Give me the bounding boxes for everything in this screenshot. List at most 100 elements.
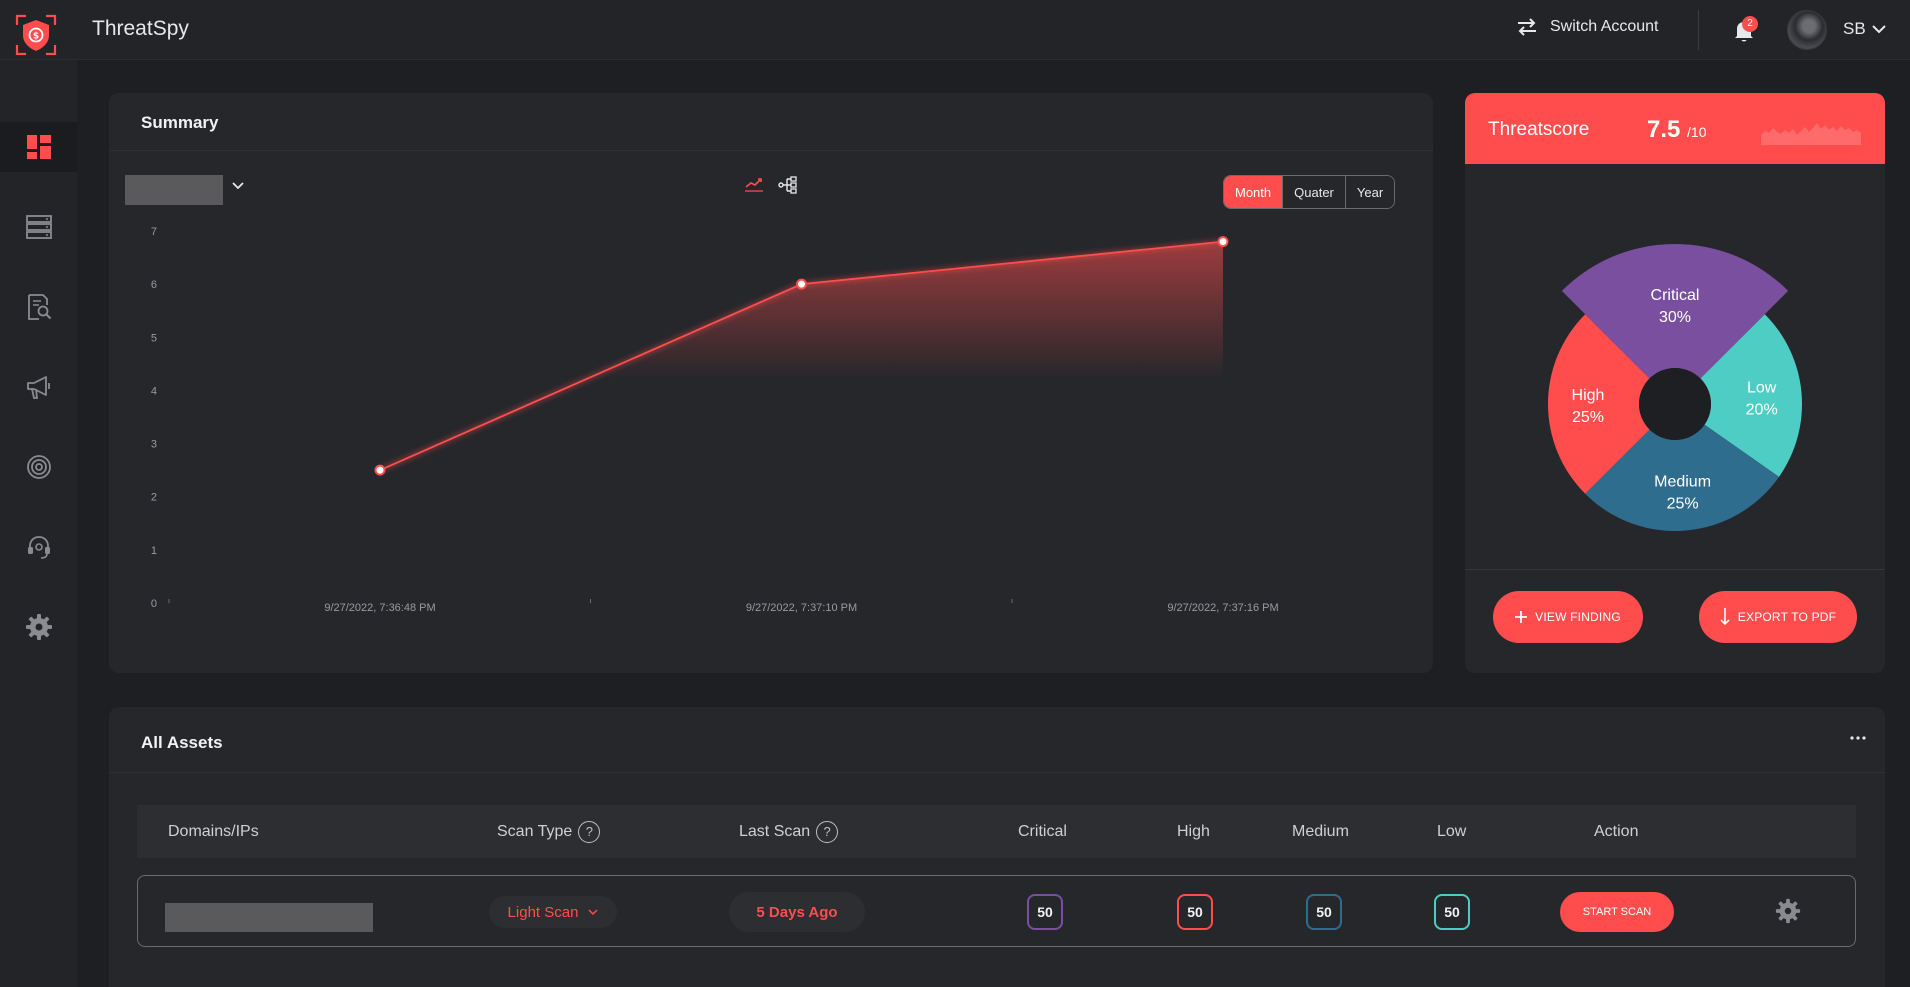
settings-gear-icon bbox=[25, 614, 52, 640]
column-header-critical: Critical bbox=[1018, 805, 1067, 858]
threatscore-panel: Threatscore 7.5 /10 Critical 30% Low 20% Med… bbox=[1465, 93, 1885, 673]
user-menu-toggle[interactable]: SB bbox=[1843, 19, 1886, 39]
help-circle-icon[interactable]: ? bbox=[816, 820, 839, 843]
line-chart-view-icon[interactable] bbox=[744, 176, 764, 192]
sidebar-item-support[interactable] bbox=[0, 522, 77, 572]
threat-trend-chart: 0 1 2 3 4 5 6 7 9/27/2022, 7:36:48 PM 9/27/2022, … bbox=[151, 226, 1279, 614]
threatscore-score: 7.5 bbox=[1647, 116, 1681, 143]
y-tick-label: 6 bbox=[151, 279, 157, 291]
assets-divider bbox=[109, 772, 1885, 773]
threatspy-logo-icon[interactable]: $ bbox=[14, 13, 58, 57]
sidebar-item-reports[interactable] bbox=[0, 282, 77, 332]
donut-hole bbox=[1639, 368, 1711, 440]
sidebar-item-assets[interactable] bbox=[0, 202, 77, 252]
svg-text:$: $ bbox=[33, 32, 39, 42]
donut-label-percent: 30% bbox=[1659, 309, 1691, 326]
table-row[interactable]: Light Scan 5 Days Ago 50 50 50 50 START … bbox=[137, 875, 1856, 947]
help-circle-icon[interactable]: ? bbox=[578, 820, 601, 843]
critical-count-badge: 50 bbox=[1027, 894, 1063, 930]
start-scan-button[interactable]: START SCAN bbox=[1560, 892, 1674, 932]
period-year-button[interactable]: Year bbox=[1344, 176, 1395, 208]
sidebar-item-settings[interactable] bbox=[0, 602, 77, 652]
y-tick-label: 5 bbox=[151, 332, 157, 344]
column-header-medium: Medium bbox=[1292, 805, 1349, 858]
donut-slice-high[interactable] bbox=[1548, 314, 1650, 494]
scan-type-value: Light Scan bbox=[507, 903, 579, 921]
report-search-icon bbox=[27, 294, 51, 320]
chevron-down-icon bbox=[1871, 24, 1886, 33]
export-pdf-button[interactable]: EXPORT TO PDF bbox=[1699, 591, 1857, 643]
summary-title: Summary bbox=[141, 113, 219, 132]
medium-count-badge: 50 bbox=[1306, 894, 1342, 930]
dashboard-icon bbox=[26, 135, 51, 159]
notification-count-badge: 2 bbox=[1742, 16, 1758, 32]
chart-view-toggle bbox=[744, 176, 798, 194]
period-month-button[interactable]: Month bbox=[1224, 176, 1283, 208]
donut-slice-low[interactable] bbox=[1700, 314, 1802, 477]
sidebar-item-alerts[interactable] bbox=[0, 362, 77, 412]
y-tick-label: 4 bbox=[151, 385, 157, 397]
view-finding-label: VIEW FINDING bbox=[1535, 610, 1621, 624]
donut-label-name: Medium bbox=[1654, 474, 1711, 491]
threat-severity-donut: Critical 30% Low 20% Medium 25% High 25% bbox=[1548, 244, 1802, 531]
column-scan-type-label: Scan Type bbox=[497, 823, 573, 840]
export-pdf-label: EXPORT TO PDF bbox=[1737, 610, 1837, 624]
sidebar-item-dashboard[interactable] bbox=[0, 122, 77, 172]
domain-value-redacted bbox=[165, 903, 373, 932]
arrow-down-icon bbox=[1720, 608, 1730, 626]
donut-label-name: High bbox=[1572, 387, 1605, 404]
column-header-high: High bbox=[1177, 805, 1210, 858]
assets-table-header: Domains/IPs Scan Type ? Last Scan ? Crit… bbox=[137, 805, 1856, 858]
donut-slice-critical[interactable] bbox=[1561, 244, 1789, 379]
switch-account-label: Switch Account bbox=[1550, 18, 1659, 35]
column-header-last-scan: Last Scan ? bbox=[739, 805, 839, 858]
more-options-button[interactable] bbox=[1850, 725, 1866, 746]
column-last-scan-label: Last Scan bbox=[739, 823, 811, 840]
target-icon bbox=[26, 455, 51, 479]
summary-panel: Summary Month Quater Year 0 1 2 3 4 5 6 7 9/27/2… bbox=[109, 93, 1433, 673]
x-tick-label: 9/27/2022, 7:36:48 PM bbox=[324, 602, 435, 614]
data-point[interactable] bbox=[796, 278, 807, 290]
threatscore-divider bbox=[1465, 569, 1885, 570]
high-count-badge: 50 bbox=[1177, 894, 1213, 930]
view-finding-button[interactable]: VIEW FINDING bbox=[1493, 591, 1643, 643]
y-tick-label: 7 bbox=[151, 226, 157, 238]
summary-divider bbox=[109, 150, 1433, 151]
x-tick-label: 9/27/2022, 7:37:10 PM bbox=[746, 602, 857, 614]
chevron-down-icon[interactable] bbox=[231, 181, 245, 191]
donut-slice-medium[interactable] bbox=[1585, 424, 1780, 531]
sidebar-item-targets[interactable] bbox=[0, 442, 77, 492]
plus-icon bbox=[1515, 611, 1528, 623]
megaphone-icon bbox=[26, 376, 50, 399]
data-point[interactable] bbox=[1217, 236, 1229, 248]
data-point[interactable] bbox=[374, 464, 386, 476]
user-avatar[interactable] bbox=[1787, 10, 1827, 50]
scan-type-dropdown[interactable]: Light Scan bbox=[489, 896, 617, 928]
threatscore-sparkline bbox=[1761, 123, 1861, 145]
threatscore-max: /10 bbox=[1687, 124, 1707, 140]
asset-select-dropdown[interactable] bbox=[125, 175, 223, 205]
switch-account-button[interactable]: Switch Account bbox=[1516, 18, 1659, 36]
y-tick-label: 3 bbox=[151, 439, 157, 451]
settings-gear-icon[interactable] bbox=[1775, 898, 1801, 924]
column-critical-label: Critical bbox=[1018, 823, 1067, 840]
support-headset-icon bbox=[27, 536, 50, 559]
column-header-scan-type: Scan Type ? bbox=[497, 805, 601, 858]
app-name: ThreatSpy bbox=[92, 17, 189, 40]
period-quarter-button[interactable]: Quater bbox=[1282, 176, 1345, 208]
column-action-label: Action bbox=[1594, 823, 1639, 840]
series-area bbox=[380, 241, 1223, 471]
column-low-label: Low bbox=[1437, 823, 1467, 840]
y-tick-label: 1 bbox=[151, 545, 157, 557]
donut-label-percent: 25% bbox=[1667, 496, 1699, 513]
donut-label-name: Critical bbox=[1651, 287, 1700, 304]
threatscore-value: 7.5 /10 bbox=[1647, 116, 1707, 144]
column-medium-label: Medium bbox=[1292, 823, 1349, 840]
swap-arrows-icon bbox=[1518, 18, 1536, 36]
column-header-domains: Domains/IPs bbox=[168, 805, 259, 858]
tree-view-icon[interactable] bbox=[778, 176, 798, 194]
x-tick-label: 9/27/2022, 7:37:16 PM bbox=[1167, 602, 1278, 614]
period-toggle-group: Month Quater Year bbox=[1223, 175, 1396, 209]
threatscore-header: Threatscore 7.5 /10 bbox=[1465, 93, 1885, 164]
column-header-low: Low bbox=[1437, 805, 1466, 858]
